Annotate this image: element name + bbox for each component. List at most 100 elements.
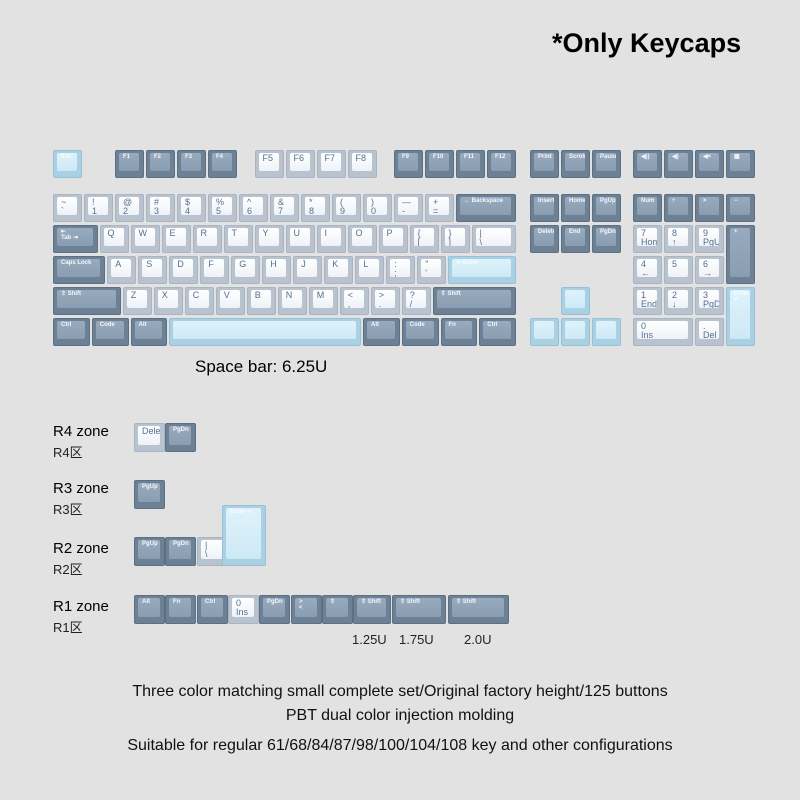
keycap: PgUp bbox=[592, 194, 621, 222]
keycap: 0 Ins bbox=[633, 318, 693, 346]
keycap-top: C bbox=[188, 290, 209, 308]
zone-ghost-text: R3区 bbox=[53, 502, 83, 517]
keycap-legend: : bbox=[394, 259, 397, 269]
zone-ghost-text: R1区 bbox=[53, 620, 83, 635]
keycap-legend: < bbox=[347, 290, 354, 300]
keycap-legend: V bbox=[223, 290, 230, 300]
keycap-legend: F6 bbox=[293, 153, 305, 163]
keycap-legend: " bbox=[425, 259, 429, 269]
keycap-top: 9PgUp bbox=[699, 228, 719, 246]
keycap: F2 bbox=[146, 150, 175, 178]
keycap-top: Code bbox=[405, 321, 434, 339]
keycap: " ' bbox=[417, 256, 447, 284]
keycap-top: O bbox=[351, 228, 372, 246]
keycap-top: Z bbox=[126, 290, 147, 308]
keycap: 6 → bbox=[695, 256, 724, 284]
keycap-top: G bbox=[235, 259, 256, 277]
keycap: Print bbox=[530, 150, 559, 178]
keycap-legend: P bbox=[386, 228, 393, 238]
keycap-top: Alt bbox=[367, 321, 395, 339]
keycap-sub-legend: 3 bbox=[154, 206, 160, 215]
keycap-sub-legend: ← bbox=[641, 268, 650, 277]
keycap: Y bbox=[254, 225, 284, 253]
keycap: + bbox=[726, 225, 755, 284]
keycap-legend: 3 bbox=[703, 290, 709, 300]
keycap: Alt bbox=[363, 318, 400, 346]
keycap-sub-legend: 2 bbox=[123, 206, 129, 215]
volume-up-icon: ◀) bbox=[672, 154, 679, 160]
keycap-legend: S bbox=[146, 259, 153, 269]
keycap-legend: Code bbox=[409, 322, 425, 328]
keycap-legend: Home bbox=[569, 198, 585, 204]
keycap-top: ) 0 bbox=[367, 197, 387, 215]
keycap-top: N bbox=[281, 290, 302, 308]
keycap-top: Insert bbox=[534, 197, 554, 215]
keycap-legend: F2 bbox=[154, 154, 162, 160]
keycap-sub-legend: 1 bbox=[92, 206, 98, 215]
keycap-legend: ⇧ Shift bbox=[361, 599, 382, 605]
keycap-top: Home bbox=[565, 197, 585, 215]
keycap: Code bbox=[401, 318, 439, 346]
keycap-legend: Enter ↵ bbox=[230, 509, 253, 515]
keycap-legend: F1 bbox=[123, 154, 131, 160]
keycap: ⇧ bbox=[322, 595, 353, 624]
keycap: > < bbox=[291, 595, 322, 624]
keycap-legend: F4 bbox=[216, 154, 224, 160]
keycap: 5 bbox=[664, 256, 693, 284]
keycap-legend: R bbox=[200, 228, 208, 238]
keycap: 4 ← bbox=[633, 256, 662, 284]
keycap: PgDn bbox=[165, 423, 196, 452]
keycap: M bbox=[308, 287, 338, 315]
keycap-top: 1 End bbox=[637, 290, 657, 308]
keycap-top: 7Home bbox=[637, 228, 657, 246]
keycap: G bbox=[231, 256, 261, 284]
keycap: End bbox=[561, 225, 590, 253]
keycap-top: % 5 bbox=[212, 197, 232, 215]
keycap-legend: ⇧ Shift bbox=[456, 599, 477, 605]
keycap-top: #3 bbox=[150, 197, 170, 215]
keycap: — - bbox=[394, 194, 423, 222]
keycap: 1 End bbox=[633, 287, 662, 315]
keycap-top: F12 bbox=[491, 153, 511, 171]
keycap-top: ! 1 bbox=[88, 197, 108, 215]
keycap: Home bbox=[561, 194, 590, 222]
keycap-sub-legend: ` bbox=[61, 206, 64, 215]
keycap-top: F11 bbox=[460, 153, 480, 171]
keycap-top: " ' bbox=[421, 259, 442, 277]
zone-label-r2: R2 zone R2区 bbox=[53, 540, 109, 577]
keycap: :; bbox=[386, 256, 416, 284]
keycap-legend: Ctrl bbox=[61, 322, 72, 328]
keycap-top: PgUp bbox=[138, 540, 160, 559]
keycap-legend: — bbox=[402, 197, 411, 207]
keycap-legend: F bbox=[208, 259, 214, 269]
keycap: F10 bbox=[425, 150, 454, 178]
keycap: ← Backspace bbox=[456, 194, 516, 222]
keycap-legend: PgUp bbox=[142, 484, 158, 490]
keycap-legend: Alt bbox=[142, 599, 150, 605]
keycap-sub-legend: . bbox=[378, 299, 382, 308]
keycap: Scroll bbox=[561, 150, 590, 178]
keycap-top: }] bbox=[444, 228, 465, 246]
keycap: PgDn bbox=[259, 595, 290, 624]
keycap: F12 bbox=[487, 150, 516, 178]
keycap-sub-legend: \ bbox=[479, 237, 483, 246]
keycap: D bbox=[169, 256, 199, 284]
keycap-sub-legend: = bbox=[433, 206, 439, 215]
keycap: Delete bbox=[134, 423, 165, 452]
keycap: 2 ↓ bbox=[664, 287, 693, 315]
keycap-top: * 8 bbox=[305, 197, 325, 215]
keycap: @2 bbox=[115, 194, 144, 222]
keycap-sub-legend: ' bbox=[425, 268, 427, 277]
keycap: F5 bbox=[254, 150, 284, 178]
keycap: ⇧ Shift bbox=[392, 595, 446, 624]
keycap-legend: ? bbox=[409, 290, 415, 300]
keycap: Fn bbox=[440, 318, 478, 346]
keycap-top: >. bbox=[374, 290, 395, 308]
keycap-top: Y bbox=[258, 228, 279, 246]
keycap-top: I bbox=[320, 228, 341, 246]
keycap-top: F2 bbox=[150, 153, 170, 171]
keycap-top: ⇧ bbox=[326, 598, 348, 617]
keycap: F7 bbox=[316, 150, 346, 178]
zone-label-text: R1 zone bbox=[53, 598, 109, 615]
keycap: >. bbox=[370, 287, 400, 315]
